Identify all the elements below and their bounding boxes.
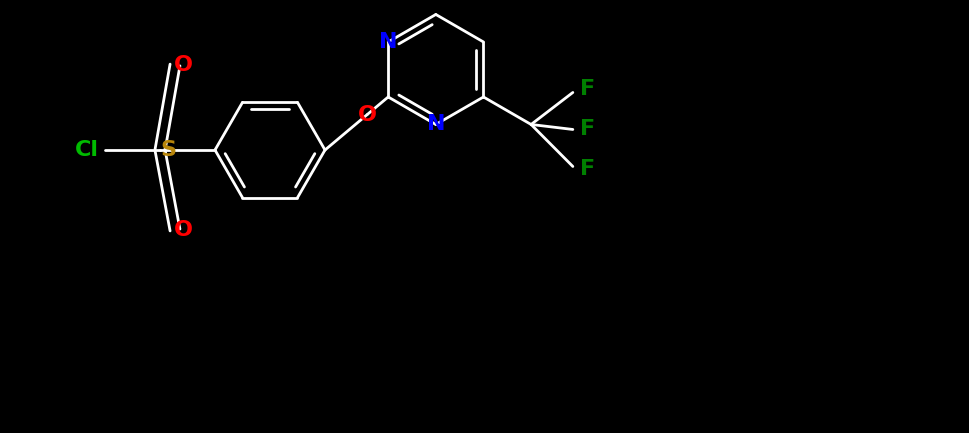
Text: O: O (173, 220, 192, 240)
Text: O: O (173, 55, 192, 75)
Text: O: O (358, 105, 376, 125)
Text: F: F (579, 80, 595, 100)
Text: N: N (379, 32, 397, 52)
Text: F: F (579, 120, 595, 139)
Text: S: S (160, 140, 175, 160)
Text: F: F (579, 159, 595, 179)
Text: N: N (426, 114, 445, 135)
Text: Cl: Cl (75, 140, 99, 160)
